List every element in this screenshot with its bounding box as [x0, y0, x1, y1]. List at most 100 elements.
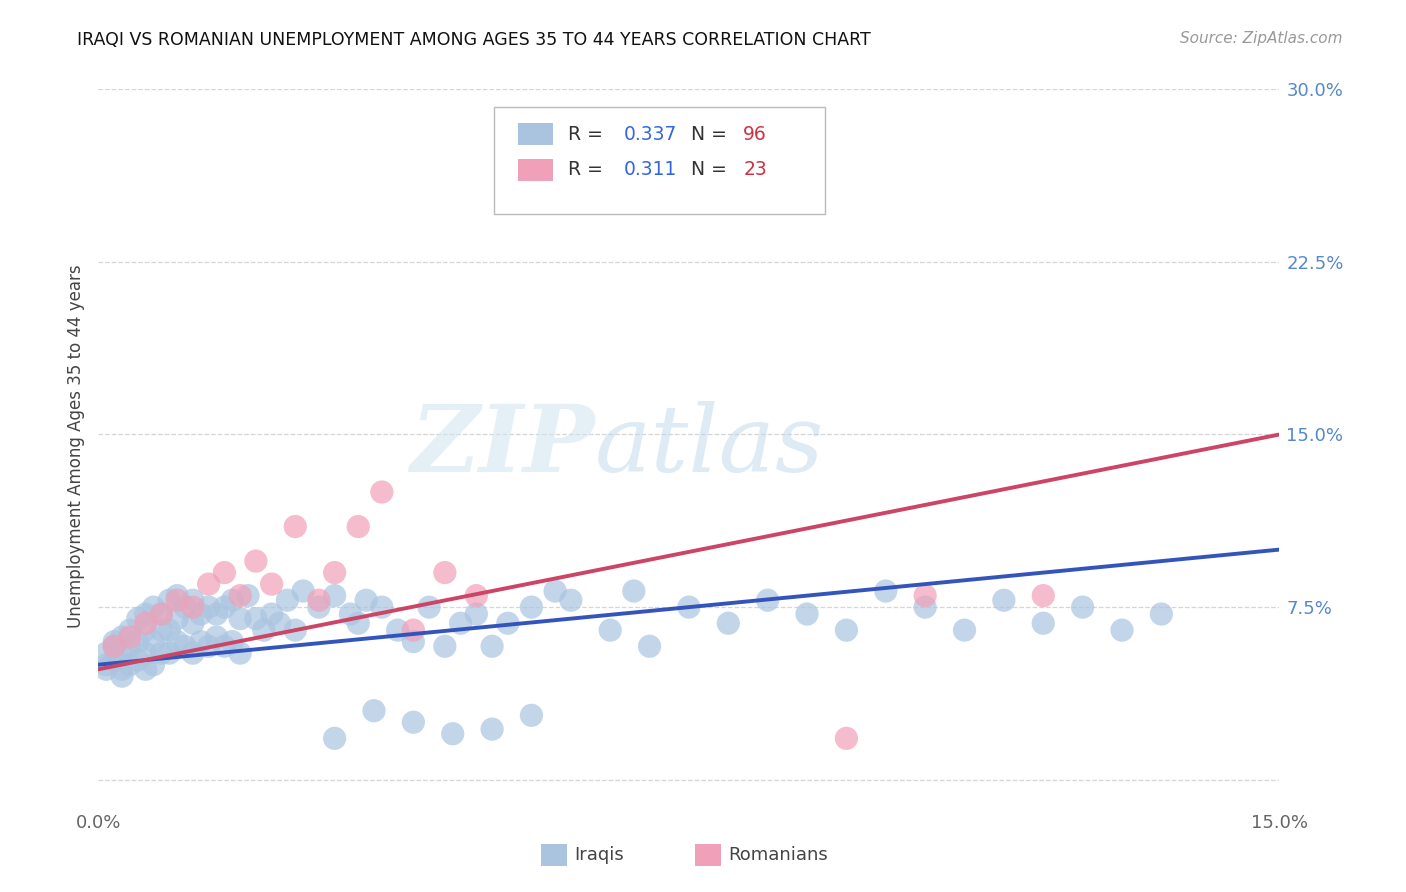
Point [253, 623, 276, 637]
Text: ZIP: ZIP [411, 401, 595, 491]
Point [111, 662, 134, 676]
Point [496, 616, 519, 631]
Point [323, 566, 346, 580]
Point [135, 616, 157, 631]
Point [221, 593, 243, 607]
Point [174, 600, 197, 615]
Point [150, 646, 173, 660]
Text: R =: R = [568, 161, 616, 179]
Point [236, 589, 259, 603]
Point [993, 593, 1015, 607]
Point [402, 715, 425, 730]
Point [214, 566, 236, 580]
Point [118, 623, 141, 637]
Point [157, 593, 180, 607]
Point [678, 600, 700, 615]
Point [544, 584, 567, 599]
Point [127, 653, 149, 667]
Point [181, 600, 204, 615]
Point [245, 554, 267, 568]
Point [181, 593, 204, 607]
Point [111, 630, 134, 644]
Point [229, 589, 252, 603]
Point [371, 600, 394, 615]
Point [450, 616, 472, 631]
Point [560, 151, 582, 165]
Point [127, 634, 149, 648]
Point [214, 600, 236, 615]
Point [402, 634, 425, 648]
Point [96, 662, 118, 676]
Point [308, 600, 330, 615]
Point [1032, 616, 1054, 631]
Point [835, 623, 858, 637]
Text: Source: ZipAtlas.com: Source: ZipAtlas.com [1180, 31, 1343, 46]
Point [418, 600, 440, 615]
Point [481, 640, 503, 654]
Point [150, 623, 173, 637]
Point [269, 616, 291, 631]
Text: 96: 96 [744, 125, 768, 144]
Point [347, 519, 370, 533]
Point [229, 612, 252, 626]
Point [118, 630, 141, 644]
Point [347, 616, 370, 631]
Point [339, 607, 361, 621]
Text: 23: 23 [744, 161, 768, 179]
Point [520, 708, 543, 723]
Point [103, 653, 125, 667]
Text: R =: R = [568, 125, 609, 144]
Text: IRAQI VS ROMANIAN UNEMPLOYMENT AMONG AGES 35 TO 44 YEARS CORRELATION CHART: IRAQI VS ROMANIAN UNEMPLOYMENT AMONG AGE… [77, 31, 872, 49]
Point [402, 623, 425, 637]
Point [465, 607, 488, 621]
Point [190, 634, 212, 648]
Point [465, 589, 488, 603]
Text: Iraqis: Iraqis [575, 846, 624, 863]
Point [1032, 589, 1054, 603]
Text: 0.337: 0.337 [624, 125, 678, 144]
Point [363, 704, 385, 718]
Point [166, 612, 188, 626]
Point [150, 607, 173, 621]
Point [323, 589, 346, 603]
Point [441, 727, 464, 741]
Point [157, 646, 180, 660]
Point [142, 657, 165, 672]
Point [118, 640, 141, 654]
Text: 0.311: 0.311 [624, 161, 678, 179]
Point [914, 589, 936, 603]
Point [323, 731, 346, 746]
Point [118, 657, 141, 672]
Point [953, 623, 976, 637]
Point [127, 612, 149, 626]
Point [560, 593, 582, 607]
Point [103, 640, 125, 654]
Text: Romanians: Romanians [728, 846, 828, 863]
Point [371, 485, 394, 500]
Point [599, 623, 621, 637]
Point [214, 640, 236, 654]
Point [276, 593, 298, 607]
Point [197, 600, 219, 615]
Point [166, 589, 188, 603]
Point [1071, 600, 1094, 615]
Point [245, 612, 267, 626]
Point [150, 607, 173, 621]
Point [96, 657, 118, 672]
Point [638, 640, 661, 654]
Point [142, 600, 165, 615]
Point [135, 646, 157, 660]
Point [914, 600, 936, 615]
Text: N =: N = [692, 125, 733, 144]
Point [197, 577, 219, 591]
FancyBboxPatch shape [541, 844, 567, 865]
Point [1111, 623, 1133, 637]
Y-axis label: Unemployment Among Ages 35 to 44 years: Unemployment Among Ages 35 to 44 years [66, 264, 84, 628]
Point [717, 616, 740, 631]
Point [181, 646, 204, 660]
Point [135, 662, 157, 676]
Point [96, 646, 118, 660]
Point [354, 593, 377, 607]
Point [190, 607, 212, 621]
Point [796, 607, 818, 621]
